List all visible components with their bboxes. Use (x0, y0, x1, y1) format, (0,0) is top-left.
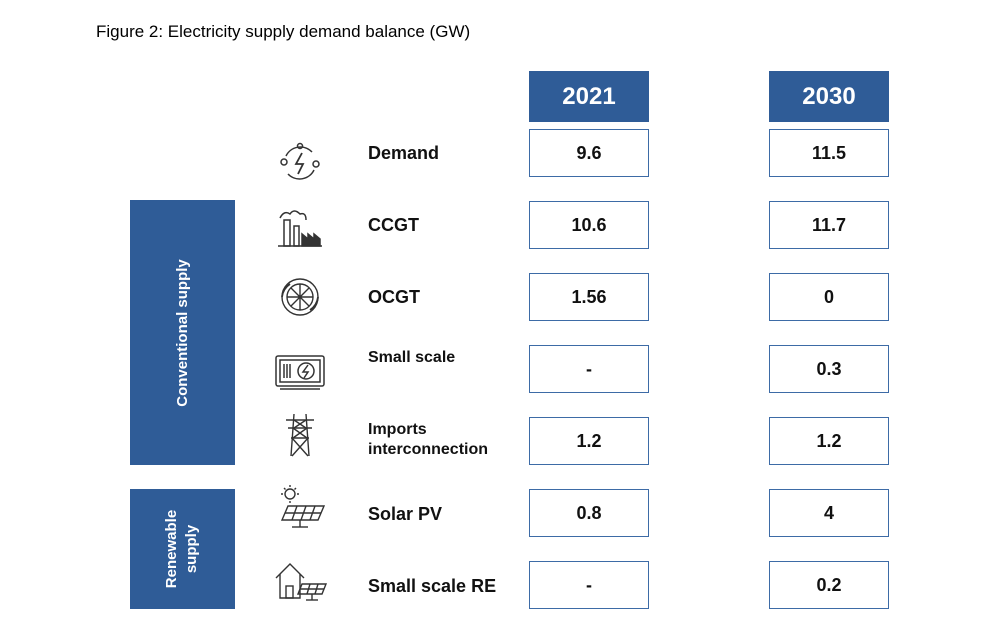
row-label-small-scale: Small scale (368, 348, 455, 368)
renewable-supply-label: Renewable supply (163, 510, 203, 588)
row-label-line: OCGT (368, 287, 420, 307)
value-cell-small-scale-2030: 0.3 (769, 345, 889, 393)
band-label-line: Renewable (163, 509, 181, 589)
row-label-line: CCGT (368, 215, 419, 235)
solar-panel-icon (272, 484, 328, 530)
column-header-2030: 2030 (769, 71, 889, 122)
row-label-ccgt: CCGT (368, 215, 419, 235)
row-label-line: Demand (368, 143, 440, 163)
band-label-line: Conventional supply (173, 258, 191, 407)
house-solar-icon (272, 558, 328, 604)
band-label-line: supply (183, 524, 201, 574)
energy-cycle-icon (272, 140, 328, 186)
row-label-small-scale-re: Small scale RE (368, 576, 496, 596)
renewable-supply-band: Renewable supply (130, 489, 235, 609)
gas-turbine-icon (272, 274, 328, 320)
row-label-line: Small scale RE (368, 576, 497, 596)
value-cell-demand-2021: 9.6 (529, 129, 649, 177)
transmission-tower-icon (272, 412, 328, 458)
value-cell-solar-pv-2030: 4 (769, 489, 889, 537)
conventional-supply-label: Conventional supply (173, 259, 193, 407)
value-cell-small-scale-re-2021: - (529, 561, 649, 609)
row-label-line: Small scale (368, 349, 456, 366)
figure-title: Figure 2: Electricity supply demand bala… (96, 22, 471, 41)
generator-icon (272, 348, 328, 394)
value-cell-ocgt-2021: 1.56 (529, 273, 649, 321)
value-cell-imports-2030: 1.2 (769, 417, 889, 465)
column-header-2021: 2021 (529, 71, 649, 122)
value-cell-ocgt-2030: 0 (769, 273, 889, 321)
value-cell-small-scale-re-2030: 0.2 (769, 561, 889, 609)
value-cell-ccgt-2030: 11.7 (769, 201, 889, 249)
row-label-solar-pv: Solar PV (368, 504, 442, 524)
row-label-line: interconnection (368, 441, 489, 458)
gas-plant-icon (272, 204, 328, 250)
value-cell-solar-pv-2021: 0.8 (529, 489, 649, 537)
row-label-imports-interconnection: Imports interconnection (368, 420, 488, 460)
value-cell-demand-2030: 11.5 (769, 129, 889, 177)
row-label-line: Imports (368, 421, 427, 438)
value-cell-imports-2021: 1.2 (529, 417, 649, 465)
value-cell-ccgt-2021: 10.6 (529, 201, 649, 249)
row-label-demand: Demand (368, 143, 439, 163)
row-label-ocgt: OCGT (368, 287, 420, 307)
conventional-supply-band: Conventional supply (130, 200, 235, 465)
row-label-line: Solar PV (368, 504, 443, 524)
value-cell-small-scale-2021: - (529, 345, 649, 393)
